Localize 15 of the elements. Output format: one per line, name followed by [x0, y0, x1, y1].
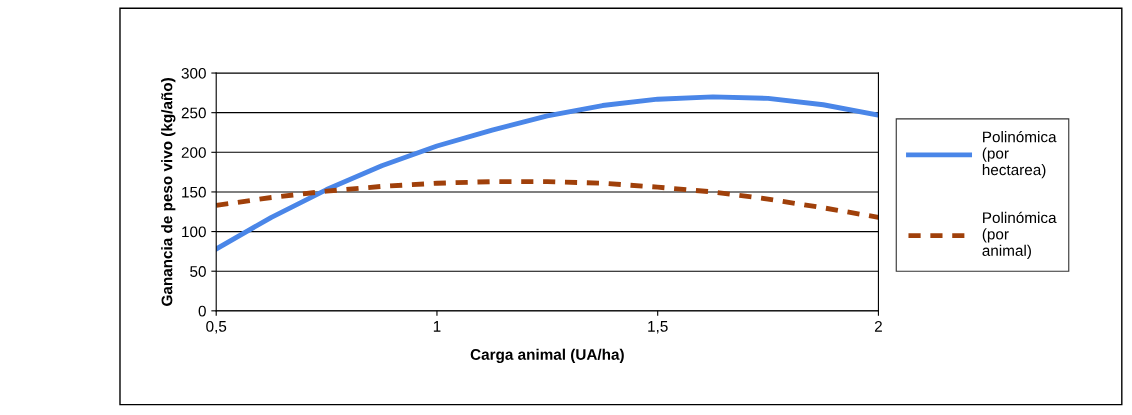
y-tick-label: 200	[181, 147, 206, 158]
x-axis-title: Carga animal (UA/ha)	[470, 348, 624, 363]
x-tick-label: 2	[874, 320, 882, 332]
y-tick-label: 250	[181, 107, 206, 119]
x-tick-label: 0,5	[206, 320, 227, 334]
y-tick-label: 0	[198, 305, 206, 317]
x-tick-label: 1,5	[648, 321, 668, 334]
y-tick-label: 300	[181, 67, 206, 79]
legend-label: Polinómica (por animal)	[982, 211, 1057, 259]
y-axis-title: Ganancia de peso vivo (kg/año)	[161, 78, 176, 306]
x-tick-label: 1	[433, 321, 441, 332]
legend-label: Polinómica (por hectarea)	[982, 130, 1057, 179]
y-tick-label: 50	[190, 266, 206, 277]
y-tick-label: 100	[182, 226, 206, 238]
y-tick-label: 150	[182, 186, 206, 198]
